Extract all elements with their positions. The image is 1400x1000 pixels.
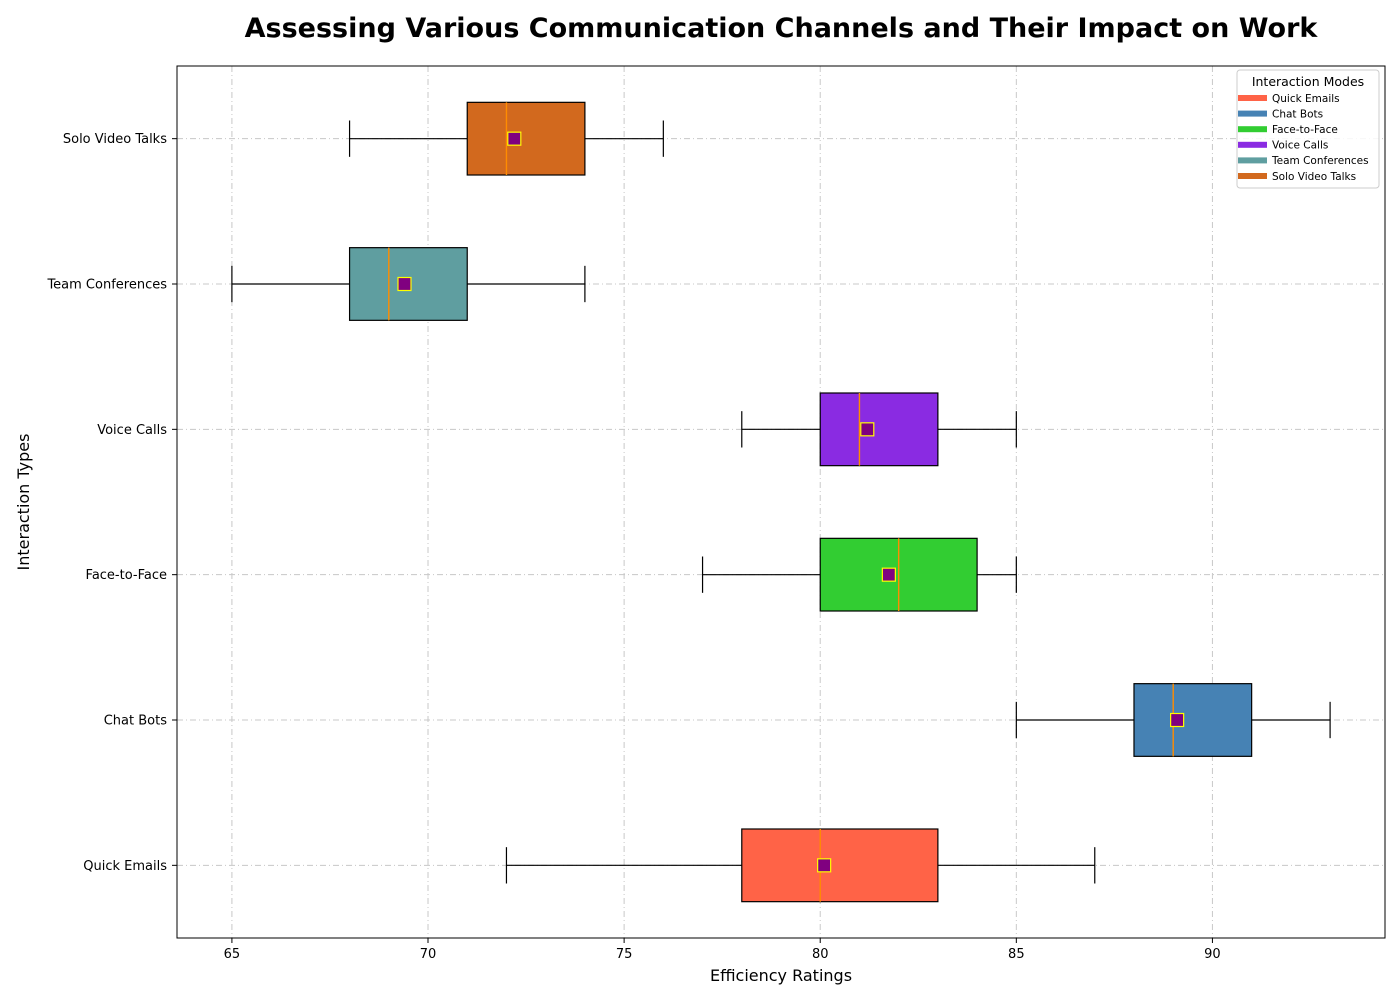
box-iqr — [819, 392, 939, 467]
y-tick-label: Team Conferences — [46, 278, 167, 293]
mean-marker — [817, 858, 832, 873]
plot-area-frame — [176, 65, 1386, 939]
y-axis-ticks: Quick Emails Chat Bots Face-to-Face Voice C… — [46, 132, 177, 874]
legend-label: Team Conferences — [1271, 155, 1369, 167]
box-solo-video-talks — [348, 101, 664, 176]
legend-swatch — [1238, 126, 1267, 133]
x-tick-label: 70 — [420, 947, 437, 962]
legend-swatch — [1238, 95, 1267, 101]
legend-swatch — [1238, 157, 1267, 164]
legend-items: Quick Emails Chat Bots Face-to-Face Voice C… — [1238, 93, 1369, 183]
legend-label: Voice Calls — [1272, 140, 1328, 152]
y-tick-label: Face-to-Face — [86, 568, 167, 583]
box-iqr — [741, 828, 939, 903]
legend-title: Interaction Modes — [1252, 74, 1364, 89]
box-iqr — [1133, 683, 1253, 757]
legend: Interaction Modes Quick Emails Chat Bots F… — [1236, 69, 1380, 189]
x-tick-label: 80 — [812, 947, 829, 962]
mean-marker — [860, 422, 875, 437]
mean-marker — [881, 567, 896, 582]
box-face-to-face — [701, 537, 1017, 612]
grid-lines — [177, 66, 1385, 938]
legend-label: Chat Bots — [1272, 108, 1323, 120]
chart-title: Assessing Various Communication Channels… — [245, 13, 1319, 44]
box-series — [231, 101, 1331, 903]
y-axis-label: Interaction Types — [14, 434, 33, 571]
legend-swatch — [1238, 110, 1267, 117]
y-tick-label: Voice Calls — [97, 423, 167, 438]
mean-marker — [507, 131, 522, 146]
y-tick-label: Quick Emails — [83, 859, 167, 874]
legend-frame — [1236, 69, 1380, 189]
legend-label: Solo Video Talks — [1272, 171, 1356, 183]
x-axis-ticks: 65 70 75 80 85 90 — [224, 938, 1221, 962]
box-chat-bots — [1015, 683, 1331, 757]
mean-marker — [397, 276, 412, 292]
legend-swatch — [1238, 141, 1267, 148]
legend-swatch — [1238, 173, 1267, 179]
mean-marker — [1170, 712, 1185, 728]
y-tick-label: Solo Video Talks — [63, 132, 167, 147]
y-tick-label: Chat Bots — [104, 714, 167, 729]
x-tick-label: 85 — [1008, 947, 1025, 962]
box-team-conferences — [231, 247, 586, 321]
box-iqr — [466, 101, 586, 176]
x-axis-label: Efficiency Ratings — [710, 966, 852, 985]
x-tick-label: 65 — [224, 947, 241, 962]
x-tick-label: 90 — [1204, 947, 1221, 962]
box-voice-calls — [741, 392, 1017, 467]
x-tick-label: 75 — [616, 947, 633, 962]
box-quick-emails — [505, 828, 1096, 903]
legend-label: Face-to-Face — [1272, 124, 1338, 136]
legend-label: Quick Emails — [1272, 93, 1340, 105]
